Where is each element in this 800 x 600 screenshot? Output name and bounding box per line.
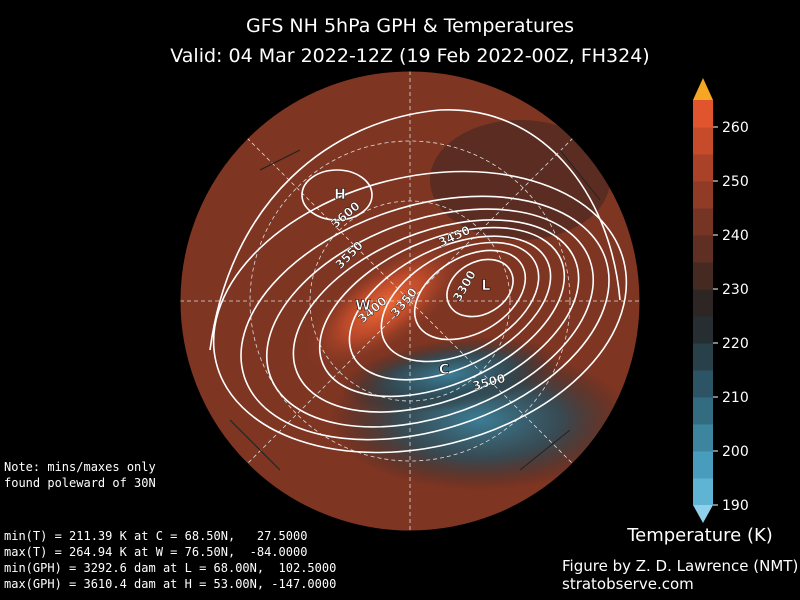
min-t-marker: C xyxy=(439,362,449,378)
colorbar-segment xyxy=(693,208,713,236)
colorbar-segment xyxy=(693,100,713,128)
colorbar-over xyxy=(693,78,713,100)
colorbar-segment xyxy=(693,181,713,209)
colorbar-segment xyxy=(693,478,713,506)
colorbar: 190 200 210 220 230 240 250 260 xyxy=(693,78,749,523)
colorbar-tick-label: 260 xyxy=(722,120,749,136)
coastline xyxy=(229,149,601,471)
title: GFS NH 5hPa GPH & Temperatures xyxy=(246,15,574,37)
map xyxy=(180,71,640,531)
stat-line: min(T) = 211.39 K at C = 68.50N, 27.5000 xyxy=(4,529,307,543)
warm-region xyxy=(303,241,467,369)
colorbar-segment xyxy=(693,235,713,263)
colorbar-under xyxy=(693,505,713,523)
graticule xyxy=(180,71,640,531)
max-gph-marker: H xyxy=(334,187,346,203)
colorbar-segment xyxy=(693,451,713,479)
colorbar-label: Temperature (K) xyxy=(626,525,773,546)
cold-region xyxy=(340,337,560,413)
colorbar-tick-label: 190 xyxy=(722,498,749,514)
contours xyxy=(209,109,628,454)
colorbar-segment xyxy=(693,154,713,182)
note: Note: mins/maxes only xyxy=(4,460,156,474)
colorbar-segment xyxy=(693,370,713,398)
colorbar-segment xyxy=(693,289,713,317)
note: found poleward of 30N xyxy=(4,476,156,490)
colorbar-segment xyxy=(693,127,713,155)
colorbar-tick-label: 210 xyxy=(722,390,749,406)
colorbar-tick-label: 240 xyxy=(722,228,749,244)
map-border xyxy=(179,70,641,532)
stat-line: max(T) = 264.94 K at W = 76.50N, -84.000… xyxy=(4,545,307,559)
colorbar-tick-label: 230 xyxy=(722,282,749,298)
colorbar-segment xyxy=(693,424,713,452)
min-gph-marker: L xyxy=(482,278,491,294)
colorbar-tick-label: 220 xyxy=(722,336,749,352)
title: Valid: 04 Mar 2022-12Z (19 Feb 2022-00Z,… xyxy=(170,45,649,67)
colorbar-segment xyxy=(693,343,713,371)
credit: stratobserve.com xyxy=(562,575,694,593)
colorbar-tick-label: 250 xyxy=(722,174,749,190)
colorbar-tick-label: 200 xyxy=(722,444,749,460)
colorbar-segment xyxy=(693,316,713,344)
stat-line: max(GPH) = 3610.4 dam at H = 53.00N, -14… xyxy=(4,577,336,591)
max-t-marker: W xyxy=(355,298,370,314)
colorbar-segment xyxy=(693,397,713,425)
stat-line: min(GPH) = 3292.6 dam at L = 68.00N, 102… xyxy=(4,561,336,575)
credit: Figure by Z. D. Lawrence (NMT) xyxy=(562,557,798,575)
colorbar-segment xyxy=(693,262,713,290)
